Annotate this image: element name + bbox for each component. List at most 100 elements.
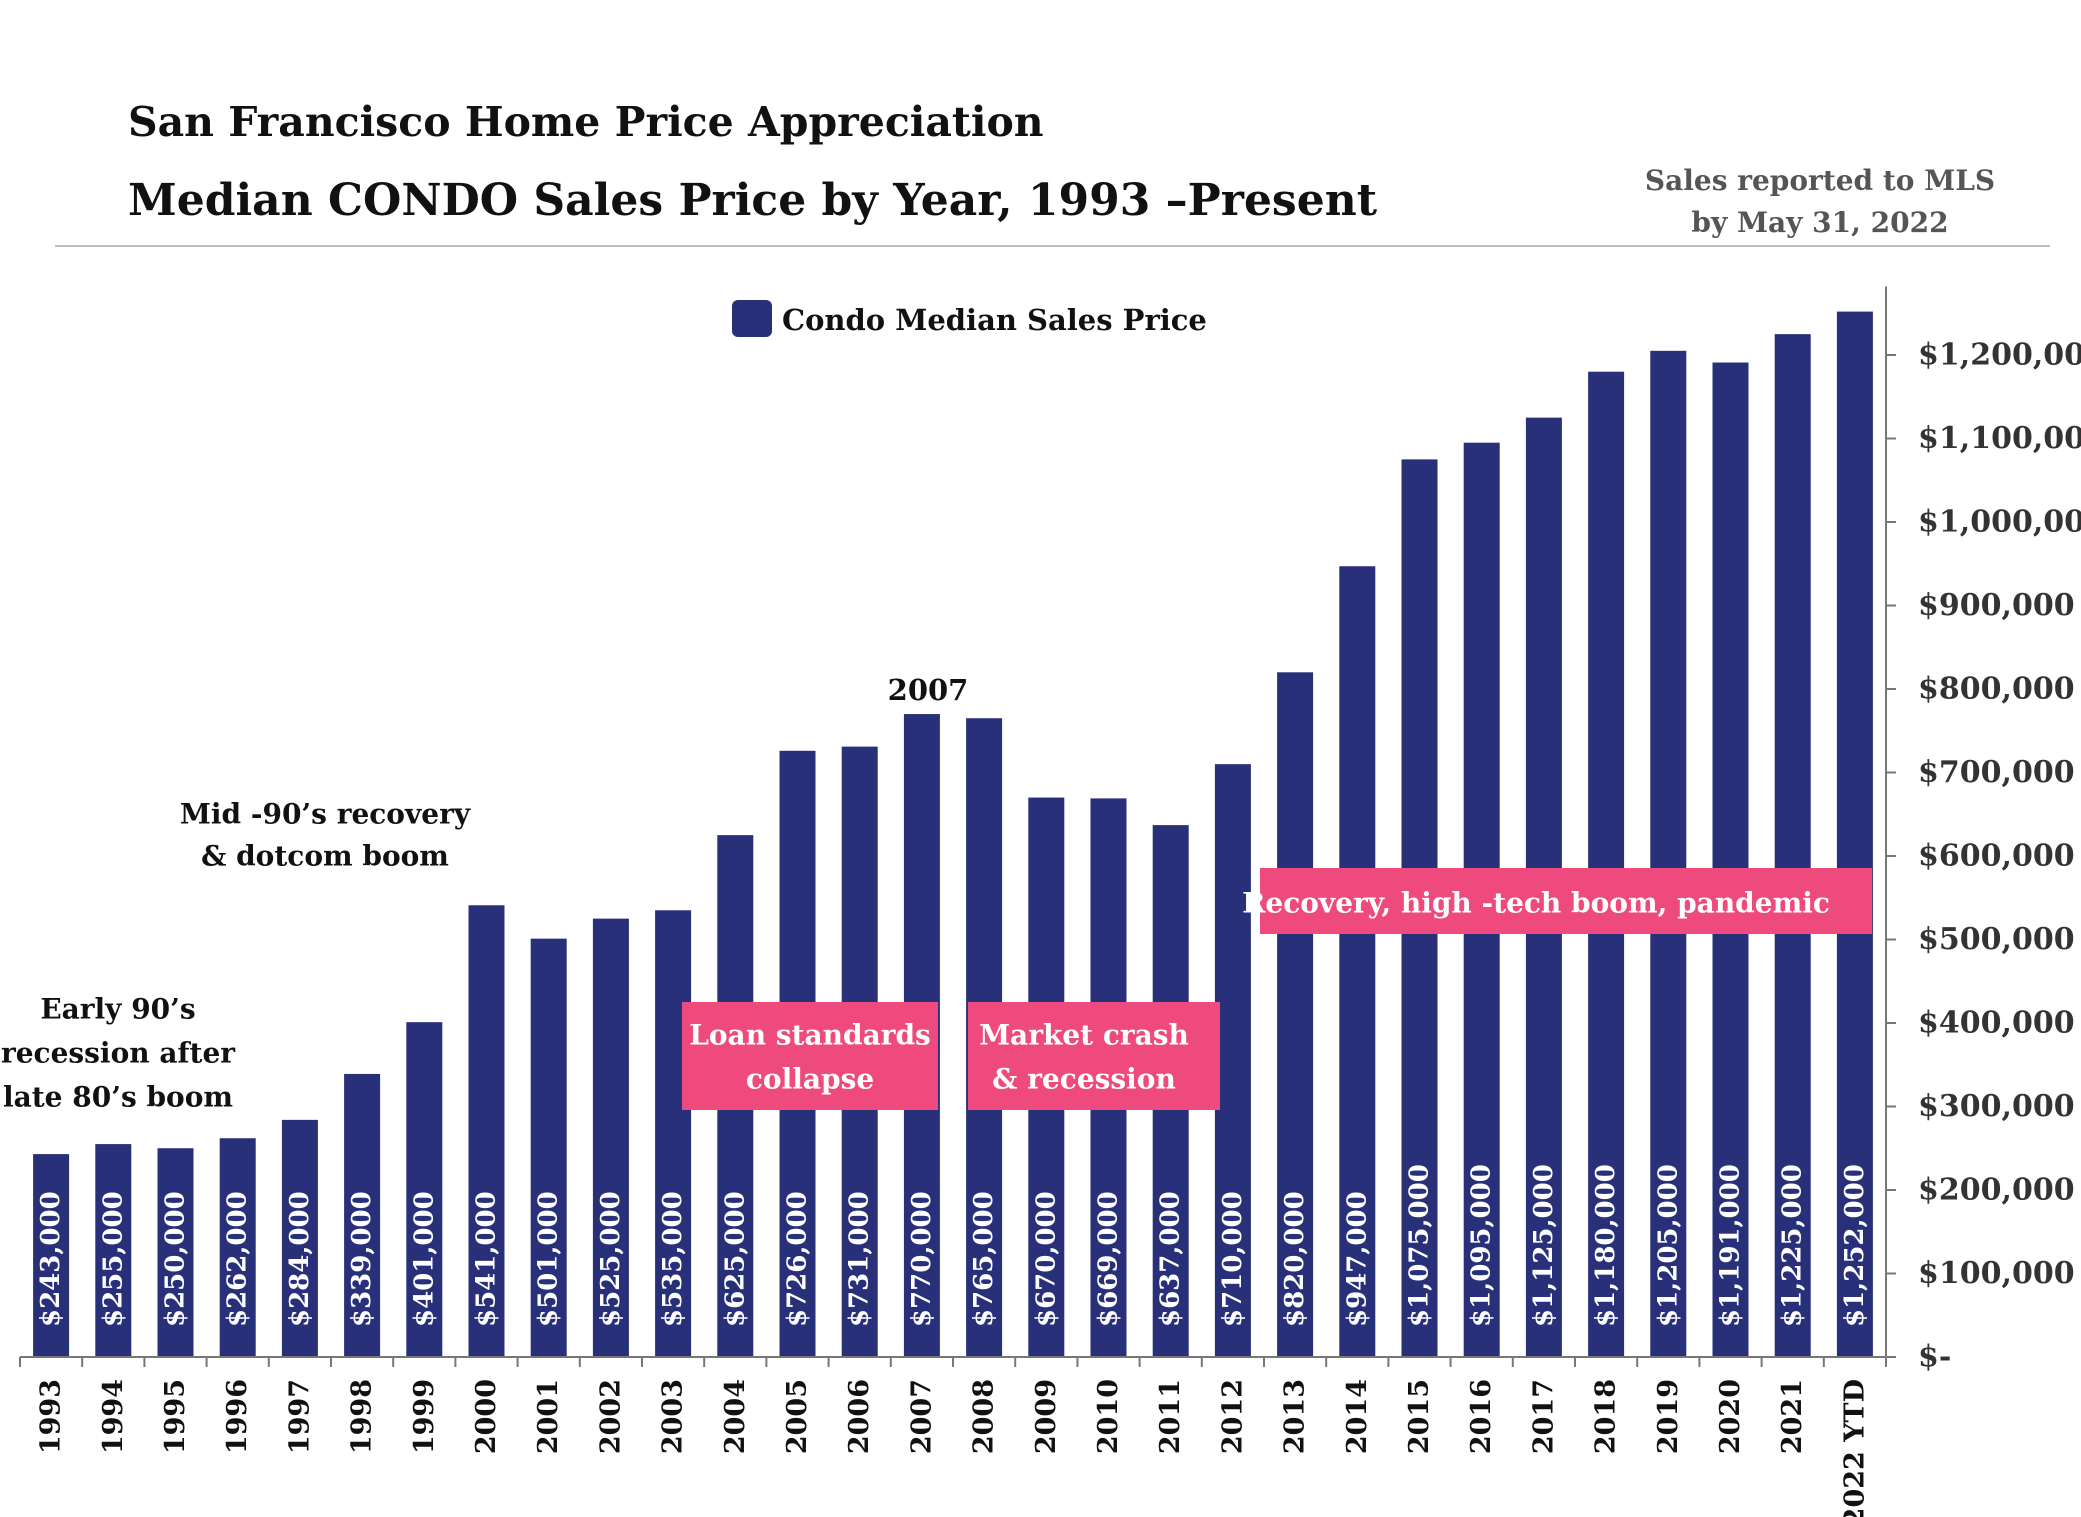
bar-1997 — [281, 1119, 318, 1357]
data-label-2008: $765,000 — [969, 1191, 999, 1327]
y-tick-label-5: $500,000 — [1918, 922, 2075, 957]
x-tick-label-2014: 2014 — [1342, 1379, 1373, 1454]
data-label-1999: $401,000 — [409, 1191, 439, 1327]
annotation-box-3 — [682, 1002, 938, 1110]
data-label-2002: $525,000 — [596, 1191, 626, 1327]
y-tick-label-1: $100,000 — [1918, 1256, 2075, 1291]
y-tick-label-4: $400,000 — [1918, 1006, 2075, 1041]
x-tick-label-1994: 1994 — [98, 1379, 129, 1454]
x-tick-label-1998: 1998 — [347, 1379, 378, 1454]
x-tick-label-2022-YTD: 2022 YTD — [1839, 1379, 1870, 1517]
data-label-2016: $1,095,000 — [1467, 1164, 1497, 1327]
bar-2018 — [1588, 371, 1625, 1357]
data-label-1995: $250,000 — [161, 1191, 191, 1327]
data-label-2015: $1,075,000 — [1405, 1164, 1435, 1327]
y-tick-label-7: $700,000 — [1918, 755, 2075, 790]
x-tick-label-2017: 2017 — [1528, 1379, 1559, 1454]
data-label-2000: $541,000 — [472, 1191, 502, 1327]
chart-title-line2: Median CONDO Sales Price by Year, 1993 –… — [128, 175, 1378, 226]
source-note-line1: Sales reported to MLS — [1644, 164, 1996, 197]
header-divider — [55, 245, 2050, 247]
x-tick-label-2004: 2004 — [720, 1379, 751, 1454]
data-label-1993: $243,000 — [36, 1191, 66, 1327]
data-label-2020: $1,191,000 — [1716, 1164, 1746, 1327]
data-label-2006: $731,000 — [845, 1191, 875, 1327]
annotation-5-line-0: Recovery, high -tech boom, pandemic — [1242, 887, 1830, 920]
x-tick-label-2000: 2000 — [471, 1379, 502, 1454]
annotation-3-line-1: collapse — [746, 1063, 874, 1096]
y-tick-label-9: $900,000 — [1918, 588, 2075, 623]
data-label-2007: $770,000 — [907, 1191, 937, 1327]
data-label-2019: $1,205,000 — [1653, 1164, 1683, 1327]
bar-1995 — [157, 1148, 194, 1357]
bar-2003 — [655, 910, 692, 1357]
bar-1994 — [95, 1144, 132, 1357]
x-tick-label-2007: 2007 — [906, 1379, 937, 1454]
annotation-1-line-1: & dotcom boom — [201, 840, 449, 873]
y-tick-label-10: $1,000,000 — [1918, 505, 2081, 540]
bar-2014 — [1339, 566, 1376, 1357]
data-label-2022-YTD: $1,252,000 — [1840, 1164, 1870, 1327]
bar-2021 — [1774, 334, 1811, 1357]
bar-2002 — [592, 918, 629, 1357]
y-tick-label-11: $1,100,000 — [1918, 421, 2081, 456]
y-tick-label-3: $300,000 — [1918, 1089, 2075, 1124]
bar-1993 — [33, 1154, 70, 1357]
chart-title-line1: San Francisco Home Price Appreciation — [128, 98, 1044, 146]
x-tick-label-2013: 2013 — [1280, 1379, 1311, 1454]
x-tick-label-2015: 2015 — [1404, 1379, 1435, 1454]
x-tick-label-1996: 1996 — [222, 1379, 253, 1454]
data-label-2001: $501,000 — [534, 1191, 564, 1327]
data-label-1997: $284,000 — [285, 1191, 315, 1327]
data-label-2003: $535,000 — [658, 1191, 688, 1327]
annotation-3-line-0: Loan standards — [689, 1019, 931, 1052]
x-tick-label-2011: 2011 — [1155, 1379, 1186, 1454]
source-note: Sales reported to MLS by May 31, 2022 — [1600, 160, 2040, 244]
annotation-box-4 — [968, 1002, 1220, 1110]
x-tick-label-2016: 2016 — [1466, 1379, 1497, 1454]
data-label-1996: $262,000 — [223, 1191, 253, 1327]
x-tick-label-2012: 2012 — [1217, 1379, 1248, 1454]
data-label-2009: $670,000 — [1031, 1191, 1061, 1327]
annotation-1-line-0: Mid -90’s recovery — [180, 798, 471, 831]
x-tick-label-2003: 2003 — [658, 1379, 689, 1454]
annotation-0-line-1: recession after — [1, 1037, 236, 1070]
x-tick-label-1993: 1993 — [36, 1379, 67, 1454]
data-label-2017: $1,125,000 — [1529, 1164, 1559, 1327]
bar-2013 — [1277, 672, 1314, 1357]
x-tick-label-1999: 1999 — [409, 1379, 440, 1454]
bar-1998 — [344, 1073, 381, 1357]
x-tick-label-2006: 2006 — [844, 1379, 875, 1454]
x-tick-label-2019: 2019 — [1653, 1379, 1684, 1454]
y-tick-label-2: $200,000 — [1918, 1173, 2075, 1208]
data-label-2021: $1,225,000 — [1778, 1164, 1808, 1327]
x-tick-label-2010: 2010 — [1093, 1379, 1124, 1454]
y-tick-label-12: $1,200,000 — [1918, 338, 2081, 373]
annotation-4-line-1: & recession — [992, 1063, 1176, 1096]
legend-swatch — [732, 300, 772, 337]
x-tick-label-2009: 2009 — [1031, 1379, 1062, 1454]
data-label-2010: $669,000 — [1094, 1191, 1124, 1327]
annotation-0-line-2: late 80’s boom — [3, 1081, 233, 1114]
x-tick-label-2002: 2002 — [595, 1379, 626, 1454]
x-tick-label-2018: 2018 — [1591, 1379, 1622, 1454]
legend-label: Condo Median Sales Price — [782, 303, 1207, 337]
data-label-2014: $947,000 — [1342, 1191, 1372, 1327]
data-label-2013: $820,000 — [1280, 1191, 1310, 1327]
annotation-4-line-0: Market crash — [979, 1019, 1189, 1052]
y-tick-label-6: $600,000 — [1918, 839, 2075, 874]
x-tick-label-1995: 1995 — [160, 1379, 191, 1454]
data-label-2012: $710,000 — [1218, 1191, 1248, 1327]
x-tick-label-2021: 2021 — [1777, 1379, 1808, 1454]
bar-1996 — [219, 1138, 256, 1357]
bar-2001 — [530, 938, 567, 1357]
source-note-line2: by May 31, 2022 — [1691, 206, 1949, 239]
data-label-2004: $625,000 — [720, 1191, 750, 1327]
annotation-0-line-0: Early 90’s — [40, 993, 195, 1026]
x-tick-label-2001: 2001 — [533, 1379, 564, 1454]
bar-2000 — [468, 905, 505, 1357]
y-tick-label-0: $- — [1918, 1340, 1951, 1375]
bar-1999 — [406, 1022, 443, 1357]
data-label-2018: $1,180,000 — [1591, 1164, 1621, 1327]
